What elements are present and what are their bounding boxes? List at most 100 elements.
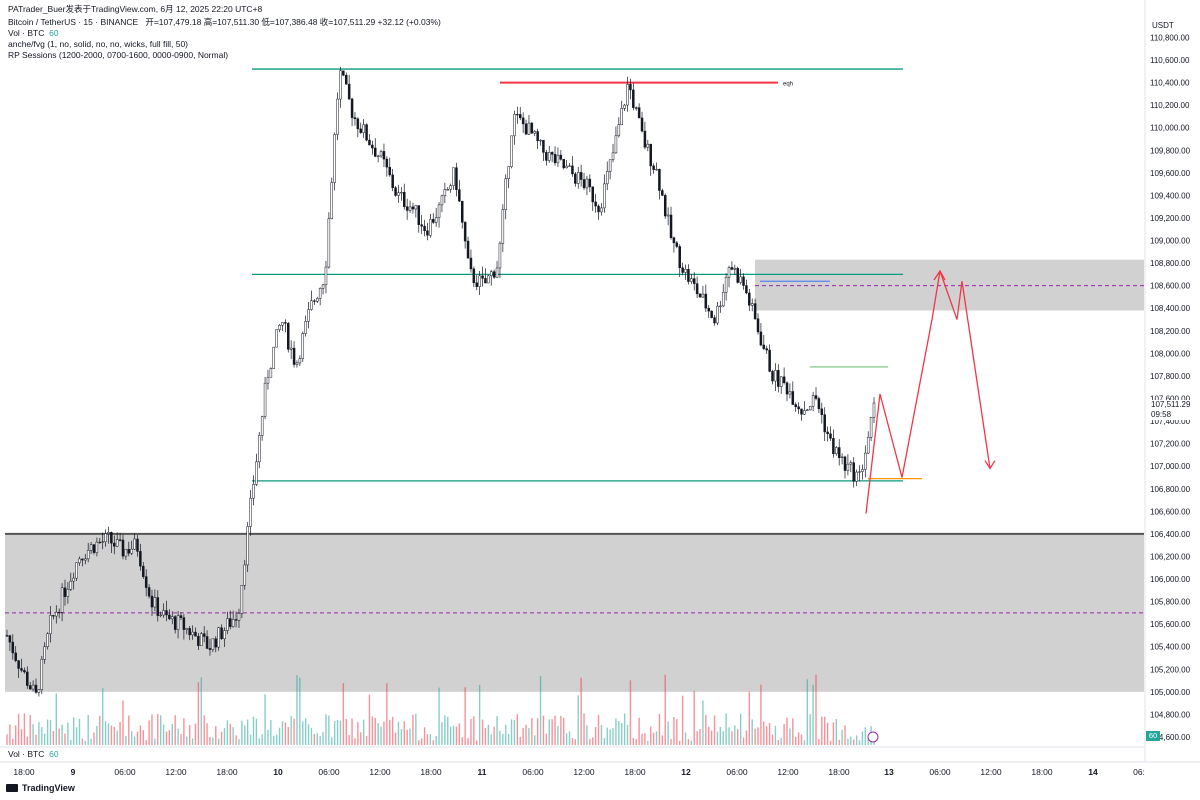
volume-bar bbox=[806, 679, 809, 745]
candle-up bbox=[495, 267, 499, 278]
volume-bar bbox=[104, 721, 107, 745]
footer-brand[interactable]: TradingView bbox=[6, 783, 75, 793]
volume-bar bbox=[304, 718, 307, 745]
volume-bar bbox=[487, 724, 490, 745]
candle-up bbox=[339, 70, 342, 100]
currency-selector[interactable]: USDT bbox=[1152, 21, 1174, 30]
volume-bar bbox=[333, 721, 336, 745]
price-tick-label: 109,600.00 bbox=[1150, 169, 1191, 178]
volume-bar bbox=[713, 715, 716, 745]
candle-down bbox=[229, 618, 232, 627]
volume-bar bbox=[502, 733, 504, 745]
volume-indicator-line[interactable]: Vol · BTC 60 bbox=[8, 28, 59, 39]
candle-down bbox=[518, 114, 522, 119]
volume-bar bbox=[586, 725, 588, 745]
volume-bar bbox=[551, 719, 553, 745]
candle-up bbox=[864, 452, 867, 470]
candle-up bbox=[107, 532, 110, 534]
volume-bar bbox=[589, 738, 591, 745]
volume-bar bbox=[226, 720, 229, 745]
candle-down bbox=[748, 292, 751, 306]
volume-bar bbox=[542, 715, 545, 745]
candle-down bbox=[492, 271, 496, 278]
volume-bar bbox=[374, 717, 376, 745]
candle-down bbox=[652, 165, 655, 170]
volume-bar bbox=[565, 733, 568, 745]
candle-up bbox=[400, 192, 403, 194]
volume-bar bbox=[519, 736, 521, 745]
candle-up bbox=[255, 461, 258, 485]
candle-down bbox=[23, 670, 26, 673]
candle-down bbox=[768, 349, 771, 372]
candle-up bbox=[240, 584, 244, 614]
volume-bar bbox=[368, 694, 371, 745]
candle-up bbox=[690, 278, 693, 282]
price-tick-label: 108,600.00 bbox=[1150, 282, 1191, 291]
candle-up bbox=[275, 329, 278, 348]
candle-up bbox=[307, 309, 310, 322]
volume-bar bbox=[273, 735, 275, 745]
volume-bar bbox=[336, 719, 339, 745]
time-tick-label: 13 bbox=[884, 767, 894, 777]
volume-bar bbox=[470, 718, 472, 745]
candle-down bbox=[127, 549, 131, 554]
volume-bar bbox=[748, 691, 751, 745]
fvg-indicator-line[interactable]: anche/fvg (1, no, solid, no, no, wicks, … bbox=[8, 39, 189, 49]
price-tick-label: 110,200.00 bbox=[1150, 101, 1190, 110]
volume-bar bbox=[467, 738, 469, 745]
candle-down bbox=[57, 611, 61, 614]
symbol-title[interactable]: Bitcoin / TetherUS · 15 · BINANCE bbox=[8, 17, 139, 27]
volume-bar bbox=[362, 719, 365, 745]
candle-up bbox=[310, 300, 313, 310]
volume-bar bbox=[391, 716, 394, 745]
time-tick-label: 06:00 bbox=[929, 767, 951, 777]
volume-bar bbox=[313, 733, 316, 745]
volume-bar bbox=[507, 734, 510, 745]
volume-bar bbox=[478, 684, 481, 745]
volume-pane-label[interactable]: Vol · BTC 60 bbox=[8, 749, 59, 759]
volume-bar bbox=[223, 728, 226, 745]
candle-up bbox=[75, 562, 78, 579]
candle-down bbox=[394, 187, 397, 196]
volume-bar bbox=[35, 734, 37, 745]
candle-up bbox=[243, 564, 247, 586]
volume-bar bbox=[255, 718, 258, 745]
volume-bar bbox=[841, 729, 843, 745]
volume-value-tag: 60 bbox=[1146, 731, 1160, 741]
volume-bar bbox=[151, 714, 153, 745]
volume-bar bbox=[29, 715, 31, 745]
candle-down bbox=[466, 240, 470, 259]
candle-down bbox=[313, 300, 316, 302]
symbol-ohlc-line: Bitcoin / TetherUS · 15 · BINANCE 开=107,… bbox=[8, 17, 441, 28]
candle-down bbox=[710, 310, 713, 318]
volume-bar bbox=[603, 738, 606, 745]
candle-up bbox=[866, 437, 870, 454]
candle-up bbox=[86, 550, 90, 560]
volume-bar bbox=[278, 727, 281, 745]
sessions-indicator-line[interactable]: RP Sessions (1200-2000, 0700-1600, 0000-… bbox=[8, 50, 229, 60]
candle-down bbox=[704, 293, 708, 309]
candle-down bbox=[663, 195, 667, 217]
candle-up bbox=[452, 167, 455, 186]
candle-down bbox=[832, 438, 835, 455]
volume-bar bbox=[270, 720, 272, 745]
candle-down bbox=[368, 139, 371, 146]
time-tick-label: 12:00 bbox=[165, 767, 187, 777]
volume-bar bbox=[655, 731, 658, 745]
candle-down bbox=[829, 433, 832, 439]
candle-down bbox=[791, 391, 795, 405]
candle-up bbox=[739, 276, 742, 283]
volume-bar bbox=[435, 736, 437, 745]
volume-bar bbox=[838, 739, 840, 745]
volume-bar bbox=[594, 727, 597, 745]
volume-bar bbox=[72, 717, 75, 745]
volume-bar bbox=[67, 722, 69, 745]
volume-bar bbox=[113, 726, 115, 745]
volume-bar bbox=[447, 716, 449, 745]
price-tick-label: 107,600.00 bbox=[1150, 395, 1191, 404]
volume-bar bbox=[148, 720, 150, 745]
candle-up bbox=[716, 305, 719, 324]
candle-down bbox=[469, 257, 473, 270]
volume-bar bbox=[81, 738, 84, 745]
